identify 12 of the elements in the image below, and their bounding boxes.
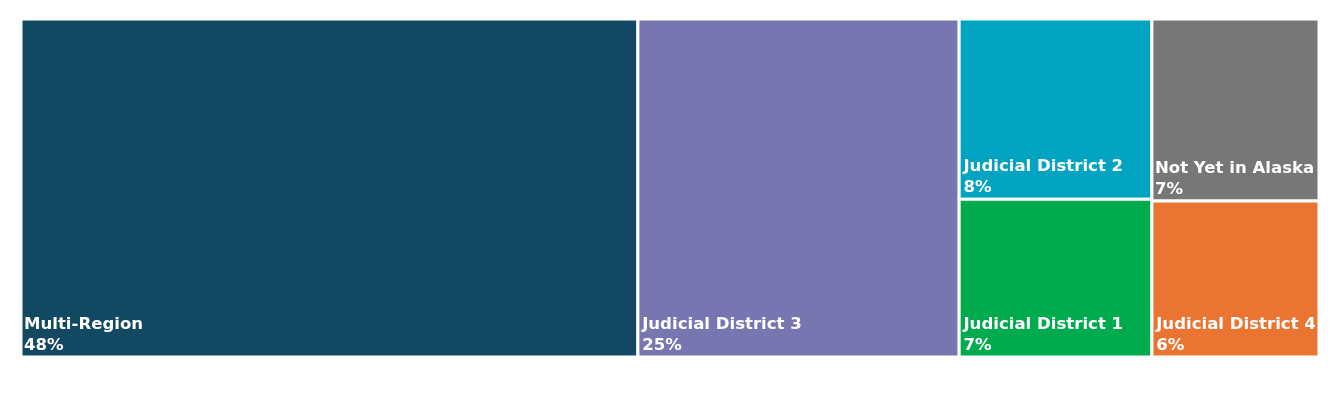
data-label: 8% bbox=[963, 177, 992, 197]
data-label: 7% bbox=[1154, 179, 1184, 199]
data-label: 25% bbox=[642, 335, 683, 355]
category-label: Judicial District 3 bbox=[641, 313, 802, 333]
data-label: 48% bbox=[24, 335, 65, 355]
data-label: 6% bbox=[1156, 335, 1185, 355]
category-label: Multi-Region bbox=[24, 313, 144, 333]
category-label: Not Yet in Alaska bbox=[1154, 157, 1315, 177]
category-label: Judicial District 2 bbox=[962, 155, 1124, 175]
data-label: 7% bbox=[963, 335, 992, 355]
category-label: Judicial District 1 bbox=[962, 313, 1124, 333]
category-label: Judicial District 4 bbox=[1155, 313, 1316, 333]
